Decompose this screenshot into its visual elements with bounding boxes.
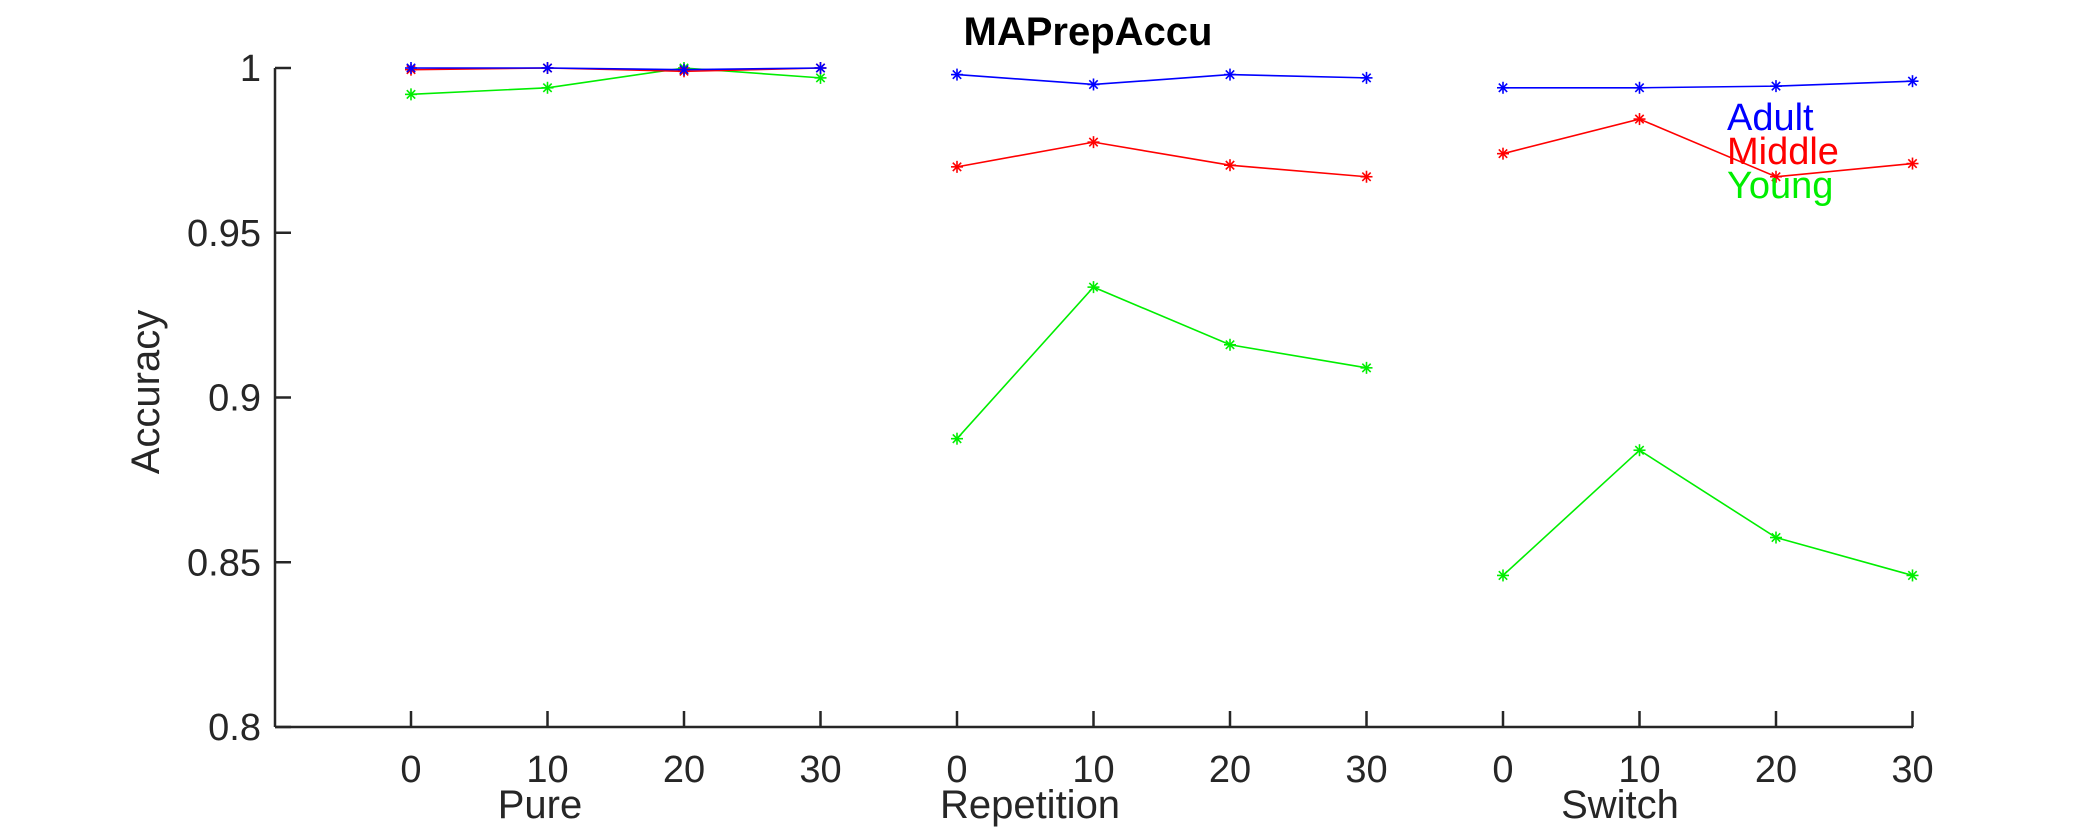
series-line-adult [956,73,1367,86]
x-tick-label: 20 [1755,749,1797,791]
legend-entry-young: Young [1727,165,1833,207]
data-point-middle [1770,170,1782,183]
data-point-young [405,88,417,101]
data-point-young [1497,569,1509,582]
series-line-adult [1503,80,1913,89]
y-tick-label: 0.9 [208,378,261,420]
group-label-repetition: Repetition [940,783,1120,827]
data-point-young [1770,531,1782,544]
series-line-middle [1502,118,1913,178]
data-point-adult [1360,71,1373,84]
y-axis-title: Accuracy [124,310,168,475]
data-point-adult [951,68,963,81]
data-point-adult [405,62,417,74]
y-tick-label: 0.85 [187,542,261,584]
series-line-middle [410,67,821,73]
y-tick-label: 0.8 [208,707,261,749]
y-ticks: 0.8 0.85 0.9 0.95 1 [187,48,291,749]
data-point-middle [1906,157,1919,170]
series-line-young [410,67,821,96]
x-ticks: 0 10 20 30 0 10 20 30 0 10 20 30 Pure Repetition Switc… [400,711,1934,827]
data-point-young [1633,444,1646,457]
data-point-adult [541,62,554,74]
series-layer [405,62,1919,582]
data-point-adult [1770,80,1782,93]
x-tick-label: 0 [400,749,421,791]
data-point-adult [814,62,827,74]
x-tick-label: 30 [799,749,841,791]
series-young [405,62,1919,582]
series-line-adult [411,67,821,71]
data-point-adult [1224,68,1236,81]
data-point-adult [1633,81,1646,94]
data-point-adult [1087,78,1100,91]
legend-entry-middle: Middle [1727,131,1839,173]
series-adult [405,62,1919,94]
data-point-adult [678,63,690,76]
legend-entry-adult: Adult [1727,97,1814,139]
x-tick-label: 30 [1891,749,1933,791]
x-tick-label: 10 [1072,749,1114,791]
group-label-switch: Switch [1561,783,1679,827]
data-point-young [1087,281,1100,294]
data-point-young [1224,338,1236,351]
data-point-middle [1360,170,1373,183]
data-point-young [1360,361,1373,374]
data-point-middle [951,160,963,173]
x-tick-label: 30 [1345,749,1387,791]
series-line-young [956,286,1367,440]
series-middle [405,62,1919,183]
data-point-adult [1497,81,1509,94]
data-point-young [1906,569,1919,582]
x-tick-label: 10 [526,749,568,791]
x-tick-label: 10 [1618,749,1660,791]
x-tick-label: 0 [946,749,967,791]
series-line-middle [956,141,1367,178]
x-tick-label: 0 [1492,749,1513,791]
data-point-middle [1497,147,1509,160]
data-point-adult [1906,75,1919,88]
x-tick-label: 20 [663,749,705,791]
data-point-middle [1087,136,1100,149]
group-label-pure: Pure [498,783,583,827]
y-tick-label: 0.95 [187,213,261,255]
data-point-middle [1633,113,1646,126]
y-tick-label: 1 [240,48,261,90]
data-point-young [541,81,554,94]
chart-title: MAPrepAccu [964,10,1213,54]
data-point-middle [1224,159,1236,172]
x-tick-label: 20 [1209,749,1251,791]
data-point-young [951,432,963,445]
series-line-young [1502,449,1913,577]
